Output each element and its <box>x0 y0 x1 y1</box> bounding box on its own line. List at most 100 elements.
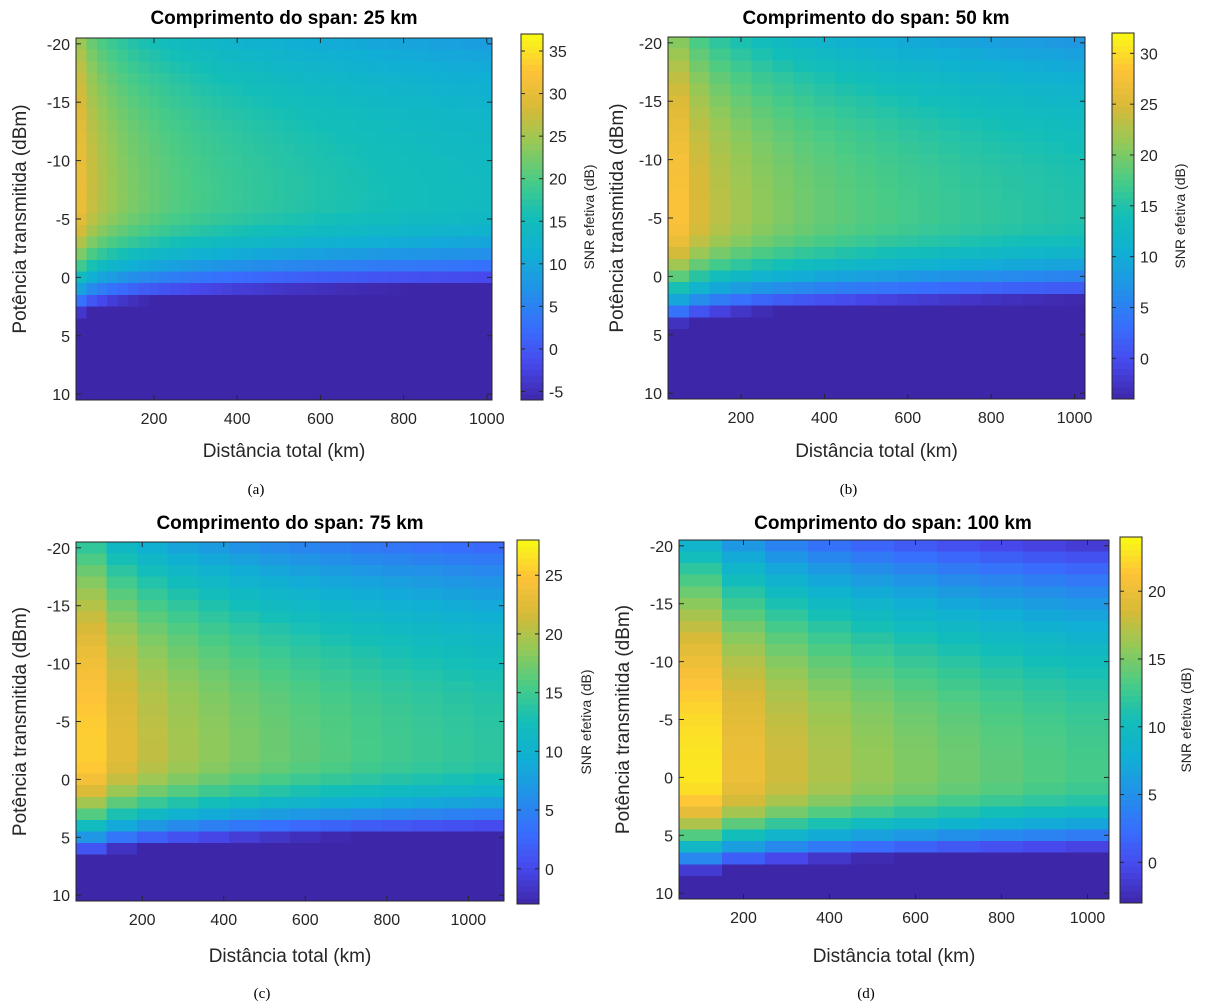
heatmap-cell <box>408 224 420 238</box>
heatmap-cell <box>167 611 199 624</box>
heatmap-cell <box>76 889 108 902</box>
heatmap-cell <box>76 189 87 203</box>
heatmap-cell <box>273 96 285 109</box>
colorbar-swatch <box>517 861 539 869</box>
heatmap-cell <box>180 96 191 109</box>
heatmap-cell <box>180 306 191 319</box>
heatmap-cell <box>315 376 327 389</box>
y-tick-label: -10 <box>650 655 673 672</box>
colorbar-swatch <box>521 223 543 230</box>
heatmap-cell <box>398 166 410 179</box>
heatmap-cell <box>263 364 275 378</box>
heatmap-cell <box>325 143 337 156</box>
heatmap-cell <box>190 294 202 308</box>
heatmap-cell <box>137 773 169 786</box>
heatmap-cell <box>398 49 410 62</box>
heatmap-cell <box>221 224 233 238</box>
heatmap-cell <box>980 864 1024 877</box>
colorbar-swatch <box>1112 307 1134 315</box>
heatmap-cell <box>473 669 505 682</box>
heatmap-cell <box>325 96 337 109</box>
heatmap-cell <box>855 387 878 400</box>
y-tick-label: -10 <box>47 154 70 171</box>
heatmap-cell <box>813 258 836 272</box>
heatmap-cell <box>408 119 420 133</box>
heatmap-cell <box>336 96 347 109</box>
heatmap-cell <box>834 317 857 330</box>
colorbar-swatch <box>1112 234 1134 241</box>
heatmap-cell <box>398 108 410 121</box>
heatmap-cell <box>167 866 199 879</box>
heatmap-cell <box>419 248 431 261</box>
heatmap-cell <box>198 854 230 867</box>
colorbar-swatch <box>517 806 539 814</box>
heatmap-cell <box>408 73 420 86</box>
heatmap-cell <box>937 678 981 692</box>
heatmap-cell <box>722 574 766 587</box>
heatmap-cell <box>96 341 108 354</box>
colorbar-swatch <box>1120 823 1142 831</box>
heatmap-cell <box>772 72 794 85</box>
heatmap-cell <box>894 702 938 715</box>
heatmap-cell <box>242 259 254 273</box>
heatmap-cell <box>180 283 191 296</box>
heatmap-cell <box>351 866 383 879</box>
heatmap-cell <box>808 817 852 831</box>
heatmap-cell <box>412 611 444 624</box>
heatmap-cell <box>894 586 938 599</box>
heatmap-cell <box>138 306 150 319</box>
heatmap-cell <box>918 118 940 132</box>
heatmap-cell <box>440 84 451 97</box>
heatmap-cell <box>808 771 852 784</box>
heatmap-cell <box>190 108 202 121</box>
heatmap-cell <box>980 852 1024 865</box>
heatmap-cell <box>367 61 379 74</box>
colorbar-swatch <box>517 588 539 596</box>
heatmap-cell <box>980 748 1024 761</box>
x-tick-label: 400 <box>224 411 251 428</box>
heatmap-cell <box>315 318 327 331</box>
heatmap-cell <box>377 224 389 238</box>
heatmap-cell <box>751 212 773 225</box>
colorbar-tick-label: 10 <box>1140 250 1158 267</box>
heatmap-cell <box>808 586 852 599</box>
colorbar-swatch <box>1120 756 1142 764</box>
heatmap-cell <box>460 201 472 214</box>
heatmap-cell <box>876 142 898 155</box>
heatmap-cell <box>381 877 413 891</box>
y-tick-label: 0 <box>61 270 70 287</box>
colorbar-swatch <box>521 101 543 108</box>
heatmap-cell <box>351 623 383 636</box>
heatmap-cell <box>419 154 431 168</box>
heatmap-cell <box>106 796 138 809</box>
heatmap-cell <box>765 841 809 854</box>
heatmap-cell <box>263 329 275 343</box>
heatmap-cell <box>897 247 919 260</box>
y-axis-label: Potência transmitida (dBm) <box>10 607 31 836</box>
heatmap-cell <box>167 553 199 566</box>
heatmap-cell <box>937 667 981 680</box>
heatmap-cell <box>377 108 389 121</box>
heatmap-cell <box>876 375 898 388</box>
heatmap-cell <box>722 887 766 900</box>
heatmap-cell <box>1043 235 1065 248</box>
colorbar-swatch <box>517 849 539 857</box>
subfigure-caption: (b) <box>840 482 858 498</box>
heatmap-cell <box>232 318 243 331</box>
heatmap-cell <box>377 61 389 74</box>
heatmap-cell <box>346 213 358 226</box>
heatmap-cell <box>1023 621 1067 634</box>
heatmap-cell <box>855 247 878 260</box>
heatmap-cell <box>772 188 794 202</box>
heatmap-cell <box>722 875 766 889</box>
heatmap-cell <box>190 364 202 378</box>
heatmap-cell <box>381 715 413 728</box>
heatmap-cell <box>793 60 815 73</box>
heatmap-cell <box>419 329 431 343</box>
heatmap-cell <box>793 48 815 61</box>
heatmap-cell <box>290 738 322 752</box>
heatmap-cell <box>668 340 690 353</box>
colorbar-swatch <box>1112 45 1134 52</box>
heatmap-cell <box>429 306 441 319</box>
heatmap-cell <box>471 294 483 308</box>
